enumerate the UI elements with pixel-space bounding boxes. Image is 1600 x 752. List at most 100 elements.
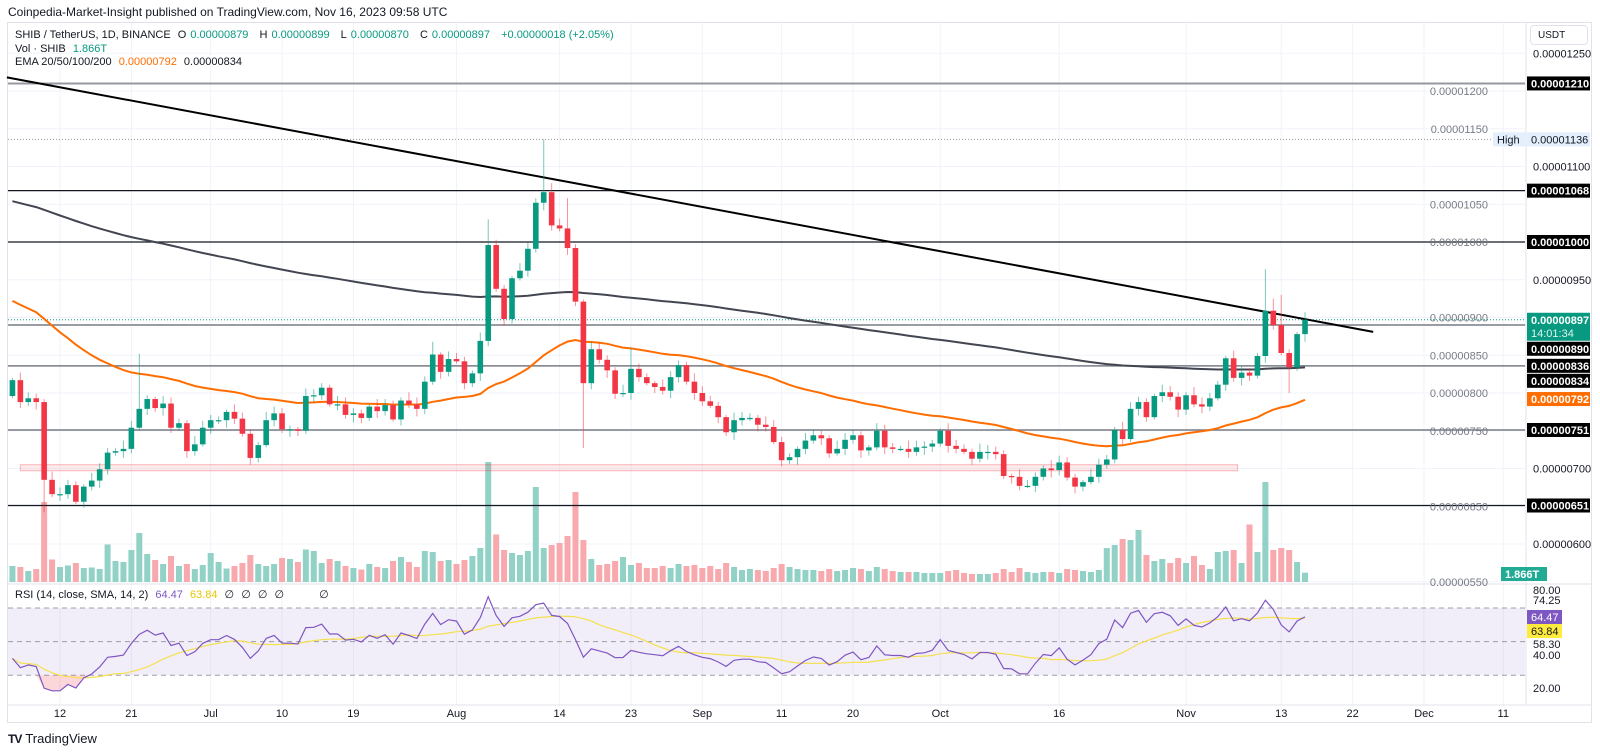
volume-bar (675, 564, 682, 582)
candle-body (223, 411, 230, 421)
candle-body (350, 413, 357, 415)
candle-body (160, 403, 166, 409)
tradingview-footer[interactable]: TV TradingView (8, 731, 97, 746)
candle (1008, 473, 1015, 484)
volume-bar (286, 559, 293, 582)
volume-bar (294, 562, 301, 582)
candle (374, 399, 381, 418)
candle-body (88, 480, 95, 487)
price-badge-bg (1527, 341, 1590, 356)
candle-body (699, 393, 706, 402)
candle (929, 439, 936, 452)
candle (667, 371, 674, 399)
volume-bar (88, 567, 95, 582)
candle (255, 442, 262, 463)
volume-bar (1214, 552, 1221, 582)
price-tick-label: 0.00000900 (1430, 313, 1488, 325)
time-axis-label: Dec (1414, 708, 1434, 720)
candle (9, 377, 16, 399)
candle (762, 416, 769, 432)
candle-body (295, 429, 301, 431)
candle-body (810, 435, 817, 441)
candle-body (707, 401, 714, 406)
candle-body (715, 405, 721, 418)
candle-body (1119, 429, 1126, 440)
volume-bar (374, 567, 381, 582)
candle-body (192, 444, 198, 452)
rsi-legend[interactable]: RSI (14, close, SMA, 14, 2) 64.47 63.84 … (15, 589, 333, 602)
candle (1262, 269, 1269, 363)
candle-body (398, 400, 404, 420)
candle-body (382, 405, 388, 412)
candle (1032, 472, 1039, 492)
volume-bar (976, 574, 983, 582)
candle-body (842, 439, 848, 449)
trendline (6, 76, 1374, 333)
volume-bar (152, 560, 159, 582)
price-tick-label: 0.00000950 (1533, 275, 1591, 287)
candle (65, 479, 71, 499)
candle-body (247, 433, 254, 458)
candle-body (17, 380, 24, 403)
candle (620, 384, 626, 397)
candle (1199, 397, 1205, 414)
volume-bar (263, 566, 270, 582)
volume-bar (1095, 570, 1102, 582)
candle-body (1238, 372, 1245, 378)
volume-bar (9, 566, 16, 582)
volume-bar (929, 573, 936, 582)
candle (588, 341, 595, 390)
candle-body (303, 396, 309, 431)
candle (985, 445, 991, 460)
volume-bar (1016, 568, 1023, 582)
volume-bar (382, 568, 389, 582)
volume-bar (405, 562, 412, 582)
volume-bar (953, 570, 960, 582)
volume-bar (802, 570, 809, 582)
price-badge-level: 0.00001210 (1531, 78, 1589, 90)
candle (160, 396, 166, 416)
candle (303, 388, 309, 434)
high-price: 0.00000899 (271, 29, 330, 41)
candle (445, 351, 452, 377)
volume-bar (754, 570, 761, 582)
volume-bar (770, 568, 777, 582)
time-axis-label: 20 (847, 708, 859, 720)
candle (842, 433, 848, 455)
candle (937, 428, 944, 447)
candle-body (73, 485, 79, 502)
candle-body (1262, 310, 1269, 357)
candle-body (826, 438, 833, 454)
chart-frame (7, 22, 1592, 723)
time-axis-label: Sep (693, 708, 713, 720)
candle (866, 445, 872, 456)
candle-body (556, 225, 563, 229)
volume-legend[interactable]: Vol · SHIB 1.866T (15, 43, 111, 56)
volume-bar (635, 563, 642, 582)
candle-body (1207, 398, 1213, 407)
candle-body (104, 452, 111, 470)
candle-body (279, 413, 285, 430)
volume-bar (826, 569, 833, 582)
price-badge-bg (1527, 498, 1590, 513)
candle-body (667, 377, 674, 391)
volume-bar (191, 569, 198, 582)
volume-bar (1048, 572, 1055, 582)
candle-body (1072, 477, 1078, 487)
currency-button[interactable]: USDT (1530, 25, 1588, 45)
volume-bar (564, 536, 571, 582)
candle-body (128, 427, 135, 449)
volume-bar (501, 550, 508, 582)
volume-bar (1119, 539, 1126, 582)
candle-body (65, 485, 71, 495)
candle (279, 408, 285, 434)
candle-body (168, 403, 174, 428)
candle-body (778, 442, 785, 461)
volume-bar (358, 569, 365, 582)
candle (636, 363, 642, 382)
candle (1072, 473, 1078, 494)
candle (517, 263, 523, 281)
candle-body (461, 361, 468, 384)
ema-legend[interactable]: EMA 20/50/100/200 0.00000792 0.00000834 (15, 56, 246, 69)
